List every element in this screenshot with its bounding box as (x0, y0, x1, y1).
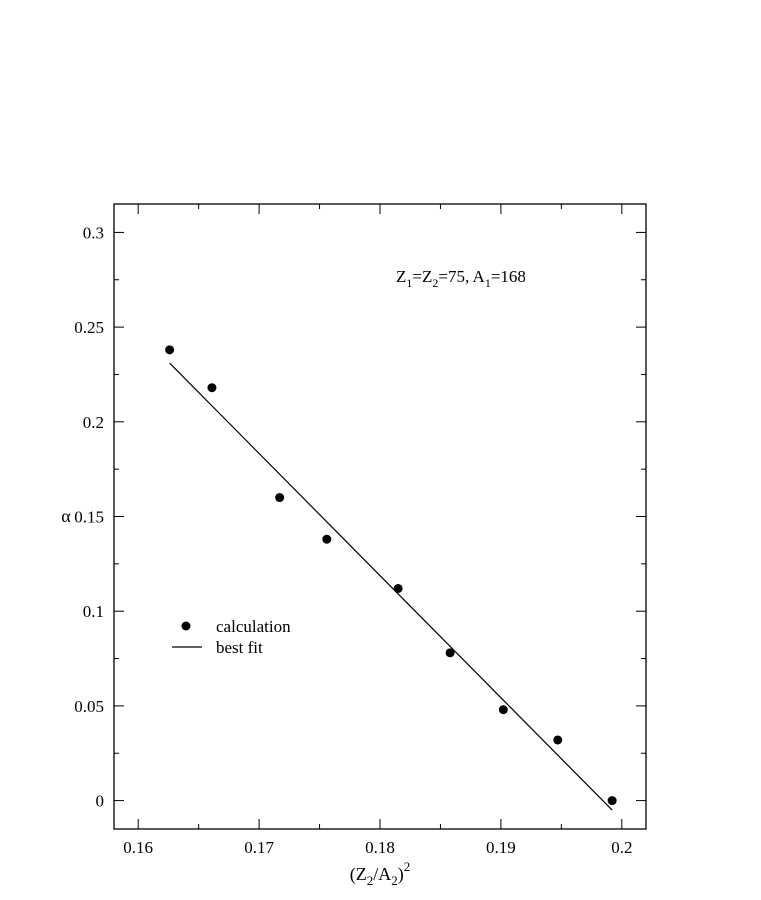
x-axis-label: (Z2/A2)2 (350, 859, 411, 888)
plot-area-frame (113, 203, 647, 830)
legend: calculation best fit (172, 617, 291, 657)
y-tick-label: 0.2 (83, 413, 104, 432)
calculation-point (165, 345, 175, 355)
x-tick-label: 0.18 (365, 838, 395, 857)
major-ticks (114, 204, 646, 829)
calculation-point (207, 383, 217, 393)
plot-frame (113, 203, 647, 830)
annotation: Z1=Z2=75, A1=168 (396, 267, 526, 290)
calculation-point (607, 796, 617, 806)
legend-marker-calculation (181, 621, 191, 631)
calculation-point (498, 705, 508, 715)
calculation-point (393, 583, 403, 593)
x-tick-label: 0.19 (486, 838, 516, 857)
best-fit-line (169, 362, 613, 811)
y-tick-label: 0.05 (74, 697, 104, 716)
calculation-point (445, 648, 455, 658)
x-tick-label: 0.17 (244, 838, 274, 857)
calculation-point (553, 735, 563, 745)
y-tick-label: 0.3 (83, 223, 104, 242)
y-tick-label: 0.1 (83, 602, 104, 621)
minor-ticks (114, 204, 646, 829)
series-layer (165, 345, 617, 811)
y-axis-label: α (61, 506, 71, 526)
x-tick-label: 0.2 (611, 838, 632, 857)
calculation-point (322, 534, 332, 544)
x-tick-labels: 0.16 0.17 0.18 0.19 0.2 (123, 838, 632, 857)
y-tick-label: 0.25 (74, 318, 104, 337)
x-tick-label: 0.16 (123, 838, 153, 857)
legend-label-best-fit: best fit (216, 638, 263, 657)
y-tick-label: 0 (96, 792, 105, 811)
y-tick-label: 0.15 (74, 508, 104, 527)
y-tick-labels: 0 0.05 0.1 0.15 0.2 0.25 0.3 (74, 223, 104, 810)
legend-label-calculation: calculation (216, 617, 291, 636)
calculation-point (275, 493, 285, 503)
